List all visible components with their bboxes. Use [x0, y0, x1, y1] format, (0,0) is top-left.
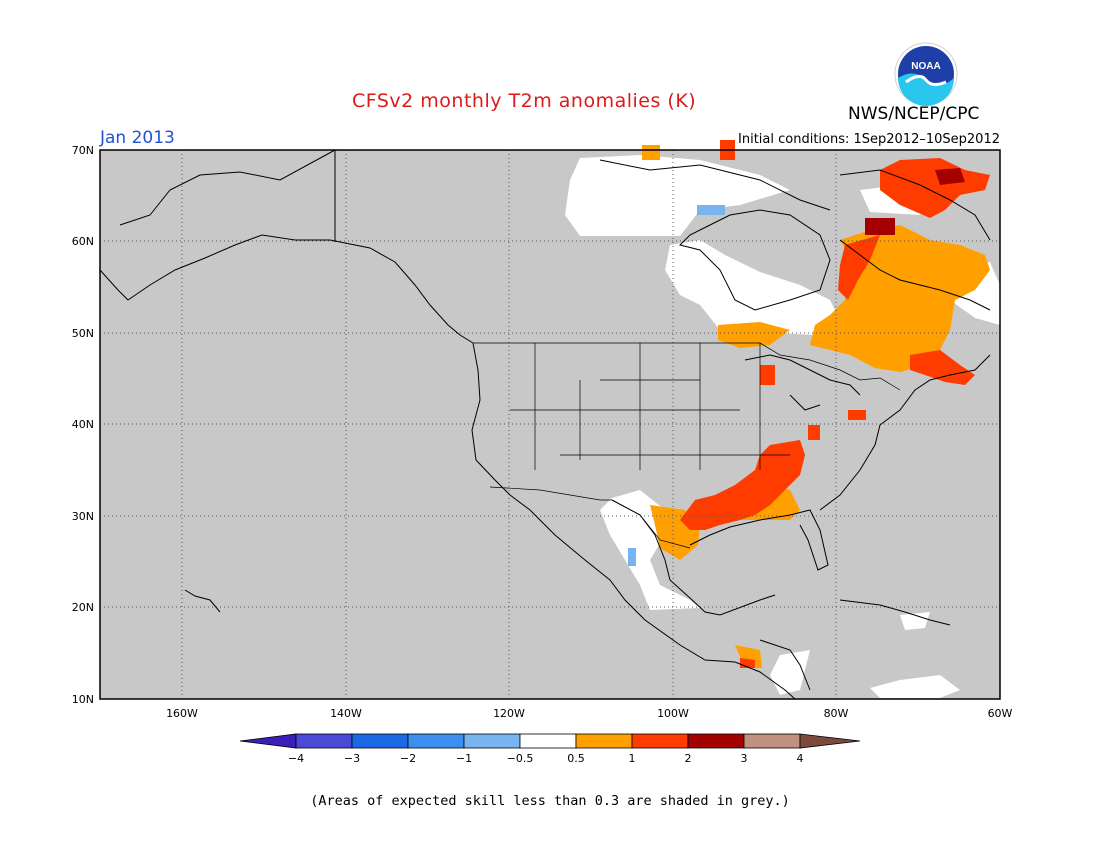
colorbar-arrow-low — [239, 733, 297, 749]
colorbar-bin-9 — [743, 733, 801, 749]
negative-anomaly-patches — [628, 205, 725, 566]
lat-label-10n: 10N — [72, 693, 94, 706]
colorbar-label: 2 — [685, 752, 692, 765]
lat-label-30n: 30N — [72, 510, 94, 523]
lon-label-100w: 100W — [657, 707, 689, 720]
valid-month: Jan 2013 — [100, 128, 175, 148]
colorbar-label: 1 — [629, 752, 636, 765]
lat-label-20n: 20N — [72, 601, 94, 614]
agency-label: NWS/NCEP/CPC — [848, 104, 980, 124]
longitude-labels: 160W 140W 120W 100W 80W 60W — [166, 707, 1012, 720]
noaa-logo: NOAA — [894, 42, 958, 106]
colorbar-label: −0.5 — [507, 752, 534, 765]
colorbar-label: 4 — [797, 752, 804, 765]
coastlines — [99, 149, 991, 700]
skill-footnote: (Areas of expected skill less than 0.3 a… — [310, 793, 790, 809]
colorbar-bin-5 — [519, 733, 577, 749]
colorbar-label: −2 — [400, 752, 416, 765]
lat-label-40n: 40N — [72, 418, 94, 431]
colorbar-label: −4 — [288, 752, 304, 765]
colorbar — [239, 733, 861, 749]
lon-label-80w: 80W — [824, 707, 849, 720]
map-title: CFSv2 monthly T2m anomalies (K) — [352, 90, 697, 112]
colorbar-bin-7 — [631, 733, 689, 749]
colorbar-labels: −4 −3 −2 −1 −0.5 0.5 1 2 3 4 — [288, 752, 804, 765]
latitude-labels: 70N 60N 50N 40N 30N 20N 10N — [72, 144, 94, 706]
colorbar-bin-4 — [463, 733, 521, 749]
lon-label-120w: 120W — [493, 707, 525, 720]
lat-label-60n: 60N — [72, 235, 94, 248]
logo-text: NOAA — [911, 61, 940, 72]
anomaly-dark-red — [865, 168, 965, 235]
lon-label-60w: 60W — [988, 707, 1013, 720]
initial-conditions: Initial conditions: 1Sep2012–10Sep2012 — [738, 132, 1000, 147]
colorbar-label: 0.5 — [567, 752, 585, 765]
colorbar-bin-6 — [575, 733, 633, 749]
anomaly-red-orange — [680, 140, 990, 668]
lat-label-70n: 70N — [72, 144, 94, 157]
colorbar-arrow-high — [799, 733, 861, 749]
colorbar-label: −1 — [456, 752, 472, 765]
political-borders — [473, 342, 901, 549]
colorbar-bin-8 — [687, 733, 745, 749]
colorbar-bin-3 — [407, 733, 465, 749]
colorbar-label: 3 — [741, 752, 748, 765]
colorbar-label: −3 — [344, 752, 360, 765]
lon-label-140w: 140W — [330, 707, 362, 720]
lon-label-160w: 160W — [166, 707, 198, 720]
map-frame — [99, 149, 1001, 700]
lat-label-50n: 50N — [72, 327, 94, 340]
colorbar-bin-2 — [351, 733, 409, 749]
colorbar-bin-1 — [295, 733, 353, 749]
